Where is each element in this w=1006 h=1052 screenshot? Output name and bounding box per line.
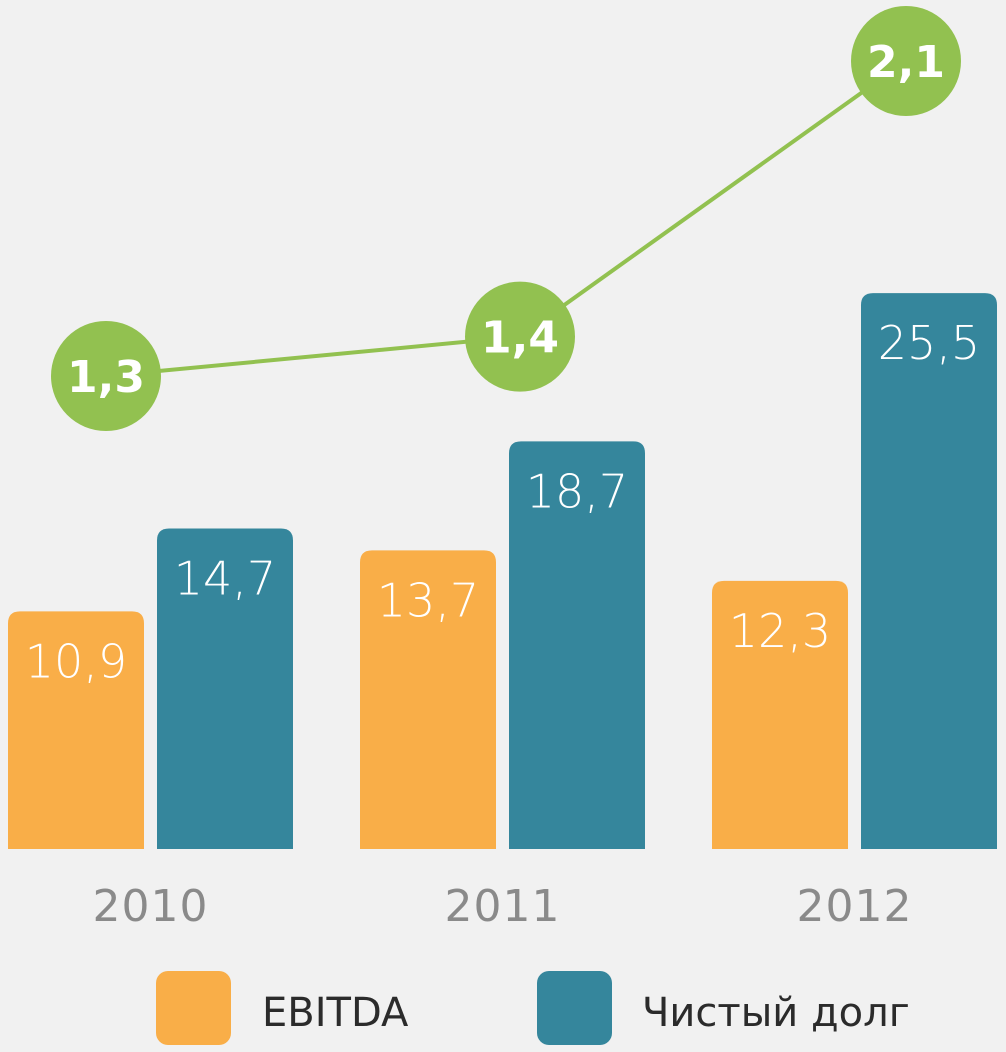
category-label-2010: 2010 bbox=[93, 881, 209, 932]
legend-label-net-debt: Чистый долг bbox=[642, 990, 910, 1036]
bar-net-debt-2010 bbox=[157, 528, 293, 849]
ratio-point-2011 bbox=[465, 281, 575, 392]
bar-ebitda-2011 bbox=[360, 550, 496, 849]
bar-label-ebitda-2010: 10,9 bbox=[25, 634, 127, 688]
bar-label-net-debt-2011: 18,7 bbox=[526, 464, 628, 518]
ratio-point-2010 bbox=[51, 321, 161, 431]
category-label-2011: 2011 bbox=[445, 881, 561, 932]
bar-ebitda-2010 bbox=[8, 611, 144, 849]
bar-label-net-debt-2010: 14,7 bbox=[174, 552, 276, 606]
bar-label-net-debt-2012: 25,5 bbox=[878, 316, 980, 370]
bar-net-debt-2011 bbox=[509, 441, 645, 849]
legend-swatch-ebitda bbox=[156, 971, 231, 1045]
legend-swatch-net-debt bbox=[537, 971, 612, 1045]
legend-label-ebitda: EBITDA bbox=[262, 990, 409, 1036]
ratio-point-2012 bbox=[851, 6, 961, 116]
bar-net-debt-2012 bbox=[861, 293, 997, 850]
category-label-2012: 2012 bbox=[797, 881, 913, 932]
bar-ebitda-2012 bbox=[712, 580, 848, 849]
ratio-label-2011: 1,4 bbox=[481, 313, 559, 364]
ratio-label-2010: 1,3 bbox=[67, 352, 145, 403]
bar-label-ebitda-2012: 12,3 bbox=[729, 604, 831, 658]
bar-label-ebitda-2011: 13,7 bbox=[377, 573, 479, 627]
ratio-label-2012: 2,1 bbox=[867, 37, 945, 88]
